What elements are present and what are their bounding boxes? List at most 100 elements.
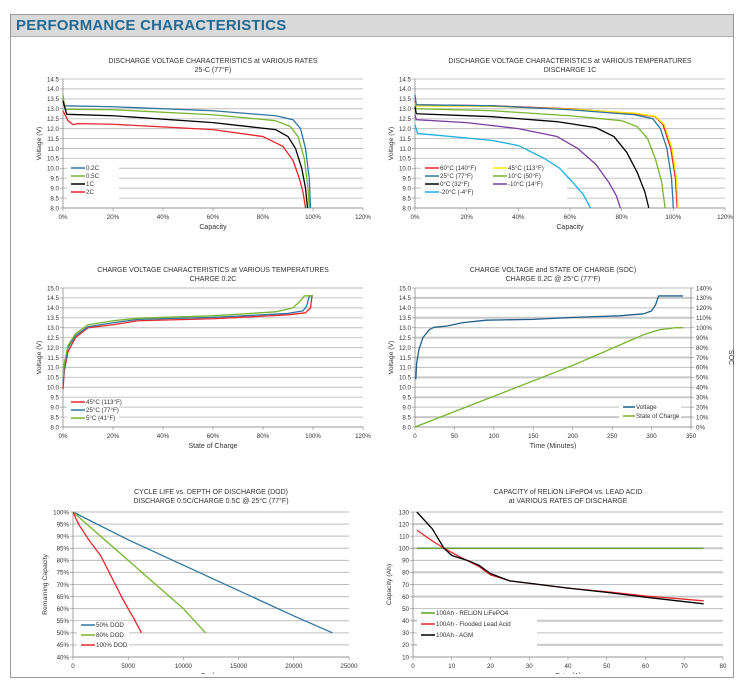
legend-label: 5°C (41°F) (86, 415, 115, 422)
x-tick-label: 0% (59, 214, 68, 221)
x-tick-label: 350 (686, 433, 697, 440)
x-tick-label: 60% (207, 433, 220, 440)
y2-tick-label: 130% (696, 295, 712, 302)
x-tick-label: 0% (59, 433, 68, 440)
y-tick-label: 8.5 (50, 414, 59, 421)
legend-label: 1C (86, 181, 94, 188)
y-tick-label: 130 (399, 509, 410, 516)
y-tick-label: 12.0 (399, 345, 412, 352)
y-tick-label: 12.0 (47, 345, 60, 352)
chart-discharge-temperatures: DISCHARGE VOLTAGE CHARACTERISTICS at VAR… (388, 58, 733, 231)
x-tick-label: 0% (411, 214, 420, 221)
x-tick-label: 50 (451, 433, 458, 440)
legend-box (421, 164, 567, 200)
legend-label: 45°C (113°F) (508, 165, 544, 172)
series-line-45-c-113-f- (414, 102, 679, 209)
chart-subtitle: CHARGE 0.2C (190, 276, 237, 283)
x-axis-label: Cycles (200, 673, 222, 674)
x-tick-label: 120% (355, 214, 371, 221)
x-tick-label: 60 (642, 663, 649, 670)
y-tick-label: 10.5 (47, 156, 60, 163)
y-tick-label: 12.5 (399, 116, 412, 123)
legend-label: 100Ah - AGM (436, 632, 473, 639)
series-line-100ah-agm (416, 511, 704, 605)
series-line-50-dod (72, 511, 333, 634)
y-axis-label: Voltage (V) (388, 341, 395, 375)
y-tick-label: 100% (53, 509, 69, 516)
y-tick-label: 30 (402, 630, 409, 637)
y-tick-label: 15.0 (399, 285, 412, 292)
legend-label: 60°C (140°F) (440, 165, 476, 172)
chart-subtitle: at VARIOUS RATES OF DISCHARGE (509, 498, 628, 505)
y2-tick-label: 10% (696, 414, 709, 421)
legend-label: State of Charge (636, 413, 680, 420)
chart-capacity-comparison: CAPACITY of RELiON LiFePO4 vs. LEAD ACID… (386, 489, 727, 674)
y-tick-label: 10.0 (47, 166, 60, 173)
y2-tick-label: 110% (696, 315, 712, 322)
x-axis-label: Rate (A) (555, 673, 581, 674)
y-tick-label: 13.0 (399, 325, 412, 332)
x-tick-label: 250 (607, 433, 618, 440)
series-line--20-c-4-f- (414, 124, 592, 209)
x-tick-label: 50 (603, 663, 610, 670)
y-tick-label: 10.0 (399, 385, 412, 392)
series-line-10-c-50-f- (414, 104, 666, 209)
x-tick-label: 100% (665, 214, 681, 221)
series-line-80-dod (72, 511, 206, 634)
y-tick-label: 9.0 (50, 185, 59, 192)
chart-subtitle: CHARGE 0.2C @ 25°C (77°F) (506, 275, 601, 283)
y2-tick-label: 70% (696, 355, 709, 362)
y-tick-label: 14.5 (47, 76, 60, 83)
chart-charge-temperatures: CHARGE VOLTAGE CHARACTERISTICS at VARIOU… (36, 267, 371, 449)
legend-label: Voltage (636, 404, 657, 411)
y-tick-label: 11.0 (47, 146, 59, 153)
y-tick-label: 8.0 (402, 205, 411, 212)
legend-box (77, 621, 129, 655)
x-tick-label: 80 (720, 663, 727, 670)
legend-label: 50% DOD (96, 622, 124, 629)
x-tick-label: 120% (717, 214, 733, 221)
x-axis-label: State of Charge (188, 443, 237, 449)
y-tick-label: 90 (402, 558, 409, 565)
y2-tick-label: 60% (696, 365, 709, 372)
y-tick-label: 9.5 (50, 395, 59, 402)
y-tick-label: 15.0 (47, 285, 60, 292)
section-title: PERFORMANCE CHARACTERISTICS (16, 17, 287, 34)
y-tick-label: 13.5 (399, 315, 412, 322)
y-tick-label: 11.5 (47, 355, 59, 362)
series-line-voltage (415, 295, 684, 380)
y2-tick-label: 20% (696, 404, 709, 411)
y-tick-label: 13.5 (47, 315, 60, 322)
series-line--10-c-14-f- (414, 114, 621, 209)
series-line-45-c-113-f- (62, 295, 313, 390)
y-axis-label: Voltage (V) (388, 127, 395, 161)
gridlines (70, 511, 349, 658)
x-tick-label: 200 (568, 433, 579, 440)
legend-label: 100% DOD (96, 642, 128, 649)
chart-title: CAPACITY of RELiON LiFePO4 vs. LEAD ACID (494, 489, 643, 496)
x-tick-label: 40% (157, 214, 170, 221)
y-tick-label: 14.0 (47, 86, 60, 93)
legend-label: 100Ah - RELiON LiFePO4 (436, 610, 509, 617)
y2-axis-label: SOC (727, 350, 734, 365)
performance-panel: PERFORMANCE CHARACTERISTICS DISCHARGE VO… (10, 14, 734, 678)
x-tick-label: 20% (460, 214, 473, 221)
series-line-0-2c (62, 98, 312, 209)
x-axis-label: Time (Minutes) (530, 443, 576, 449)
chart-charge-soc: CHARGE VOLTAGE and STATE OF CHARGE (SOC)… (388, 267, 734, 449)
y-tick-label: 45% (57, 642, 70, 649)
legend-label: 0°C (32°F) (440, 181, 469, 188)
y-tick-label: 10.0 (399, 166, 412, 173)
y2-tick-label: 30% (696, 395, 709, 402)
legend-label: 0.2C (86, 165, 100, 172)
series-line-1c (62, 100, 309, 209)
x-axis-label: Capacity (556, 224, 584, 231)
x-tick-label: 150 (528, 433, 539, 440)
y-tick-label: 8.0 (402, 424, 411, 431)
y-tick-label: 70 (402, 582, 409, 589)
y-tick-label: 40% (57, 654, 70, 661)
y-axis-label: Voltage (V) (36, 341, 43, 375)
chart-title: DISCHARGE VOLTAGE CHARACTERISTICS at VAR… (448, 58, 692, 65)
legend-label: 10°C (50°F) (508, 173, 541, 180)
x-tick-label: 20% (107, 214, 120, 221)
